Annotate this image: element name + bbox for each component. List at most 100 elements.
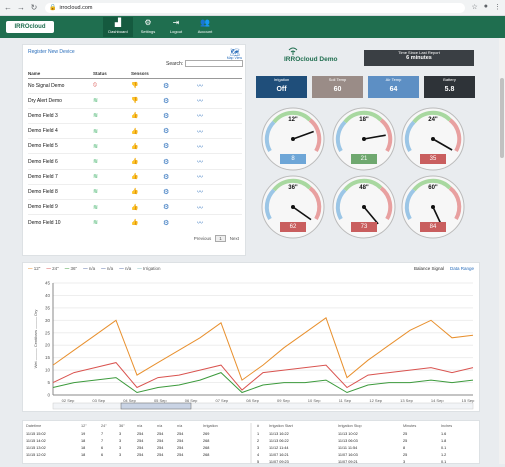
- col-name[interactable]: Name: [28, 69, 93, 79]
- chart-icon[interactable]: 〰: [197, 175, 204, 182]
- gear-icon[interactable]: ⚙: [163, 204, 170, 212]
- profile-icon[interactable]: ●: [483, 3, 488, 10]
- chart-cell[interactable]: 〰: [197, 107, 242, 124]
- next-button[interactable]: Next: [229, 236, 239, 241]
- range-navigator[interactable]: [52, 402, 474, 410]
- device-row[interactable]: Demo Field 7 ≋ 👍 ⚙ 〰: [28, 168, 242, 185]
- x-tick-label: 04 Sep: [123, 398, 136, 403]
- settings-cell[interactable]: ⚙: [163, 138, 197, 154]
- device-row[interactable]: No Signal Demo ⦸ 👎 ⚙ 〰: [28, 77, 242, 94]
- gear-icon[interactable]: ⚙: [163, 173, 170, 181]
- chart-icon[interactable]: 〰: [197, 144, 204, 151]
- chart-cell[interactable]: 〰: [197, 123, 242, 139]
- nav-account[interactable]: 👥 Account: [190, 17, 220, 37]
- legend-item[interactable]: — Irrigation: [137, 266, 160, 271]
- back-icon[interactable]: ←: [4, 2, 12, 12]
- settings-cell[interactable]: ⚙: [163, 153, 197, 170]
- thumbs-up-icon: 👍: [131, 113, 139, 120]
- chart-cell[interactable]: 〰: [197, 153, 242, 170]
- search-input[interactable]: [185, 60, 243, 67]
- data-range-link[interactable]: Data Range: [449, 266, 474, 271]
- chart-icon[interactable]: 〰: [197, 99, 204, 106]
- chart-cell[interactable]: 〰: [197, 168, 242, 185]
- chart-icon[interactable]: 〰: [197, 190, 204, 197]
- chart-icon[interactable]: 〰: [197, 84, 204, 91]
- forward-icon[interactable]: →: [17, 2, 25, 12]
- chart-cell[interactable]: 〰: [197, 183, 242, 200]
- device-name[interactable]: Demo Field 5: [28, 138, 93, 154]
- settings-cell[interactable]: ⚙: [163, 183, 197, 200]
- legend-item[interactable]: — 24": [46, 266, 58, 271]
- chart-cell[interactable]: 〰: [197, 77, 242, 94]
- settings-cell[interactable]: ⚙: [163, 107, 197, 124]
- device-name[interactable]: Demo Field 9: [28, 198, 93, 215]
- chart-cell[interactable]: 〰: [197, 214, 242, 230]
- device-row[interactable]: Dry Alert Demo ≋ 👎 ⚙ 〰: [28, 92, 242, 109]
- legend-item[interactable]: — 36": [65, 266, 77, 271]
- legend-item[interactable]: — 12": [28, 266, 40, 271]
- legend-item[interactable]: — n/a: [119, 266, 131, 271]
- nav-dashboard[interactable]: ▟ Dashboard: [103, 17, 133, 37]
- device-name[interactable]: Demo Field 8: [28, 183, 93, 200]
- chart-cell[interactable]: 〰: [197, 92, 242, 109]
- scrollbar-thumb[interactable]: [500, 78, 504, 158]
- device-name[interactable]: Demo Field 4: [28, 123, 93, 139]
- page-scrollbar[interactable]: [499, 38, 505, 464]
- settings-cell[interactable]: ⚙: [163, 77, 197, 94]
- page-button[interactable]: 1: [215, 235, 226, 242]
- device-name[interactable]: Demo Field 7: [28, 168, 93, 185]
- device-name[interactable]: Dry Alert Demo: [28, 92, 93, 109]
- gear-icon[interactable]: ⚙: [163, 82, 170, 90]
- gear-icon[interactable]: ⚙: [163, 188, 170, 196]
- gear-icon[interactable]: ⚙: [163, 112, 170, 120]
- gear-icon[interactable]: ⚙: [163, 97, 170, 105]
- table-cell: 254: [177, 432, 183, 436]
- device-row[interactable]: Demo Field 3 ≋ 👍 ⚙ 〰: [28, 107, 242, 124]
- device-name[interactable]: No Signal Demo: [28, 77, 93, 94]
- col-sensors[interactable]: Sensors: [131, 69, 163, 79]
- legend-item[interactable]: — n/a: [101, 266, 113, 271]
- nav-settings[interactable]: ⚙ Settings: [133, 17, 163, 37]
- prev-button[interactable]: Previous: [193, 236, 212, 241]
- chart-cell[interactable]: 〰: [197, 198, 242, 215]
- settings-cell[interactable]: ⚙: [163, 198, 197, 215]
- legend-item[interactable]: — n/a: [83, 266, 95, 271]
- device-row[interactable]: Demo Field 9 ≋ 👍 ⚙ 〰: [28, 198, 242, 215]
- settings-cell[interactable]: ⚙: [163, 168, 197, 185]
- device-row[interactable]: Demo Field 6 ≋ 👍 ⚙ 〰: [28, 153, 242, 170]
- device-name[interactable]: Demo Field 3: [28, 107, 93, 124]
- map-view-label[interactable]: Map View: [226, 56, 242, 60]
- map-icon[interactable]: 🗺: [229, 48, 240, 57]
- gear-icon[interactable]: ⚙: [163, 128, 170, 136]
- register-device-link[interactable]: Register New Device: [28, 49, 75, 55]
- settings-cell[interactable]: ⚙: [163, 214, 197, 230]
- col-status[interactable]: Status: [93, 69, 131, 79]
- device-name[interactable]: Demo Field 10: [28, 214, 93, 230]
- gear-icon[interactable]: ⚙: [163, 143, 170, 151]
- chart-icon[interactable]: 〰: [197, 129, 204, 136]
- table-cell: 6: [101, 446, 103, 450]
- reload-icon[interactable]: ↻: [30, 2, 38, 12]
- menu-icon[interactable]: ⋮: [494, 4, 501, 11]
- balance-signal-link[interactable]: Balance Signal: [413, 266, 444, 271]
- settings-cell[interactable]: ⚙: [163, 123, 197, 139]
- device-row[interactable]: Demo Field 10 ≋ 👍 ⚙ 〰: [28, 214, 242, 230]
- chart-icon[interactable]: 〰: [197, 205, 204, 212]
- address-bar[interactable]: 🔒 irrocloud.com: [45, 2, 465, 13]
- chart-icon[interactable]: 〰: [197, 160, 204, 167]
- device-name[interactable]: Demo Field 6: [28, 153, 93, 170]
- gear-icon[interactable]: ⚙: [163, 219, 170, 227]
- nav-logout[interactable]: ⇥ Logout: [161, 17, 191, 37]
- device-row[interactable]: Demo Field 8 ≋ 👍 ⚙ 〰: [28, 183, 242, 200]
- range-selector[interactable]: [120, 402, 192, 410]
- chart-icon[interactable]: 〰: [197, 114, 204, 121]
- settings-cell[interactable]: ⚙: [163, 92, 197, 109]
- device-row[interactable]: Demo Field 4 ≋ 👍 ⚙ 〰: [28, 123, 242, 139]
- device-row[interactable]: Demo Field 5 ≋ 👍 ⚙ 〰: [28, 138, 242, 154]
- gear-icon[interactable]: ⚙: [163, 158, 170, 166]
- chart-legend: — 12" — 24" — 36" — n/a — n/a — n/a — Irrigati…: [28, 266, 161, 271]
- dashboard-icon: ▟: [114, 18, 122, 27]
- chart-icon[interactable]: 〰: [197, 221, 204, 228]
- star-icon[interactable]: ☆: [471, 4, 478, 11]
- chart-cell[interactable]: 〰: [197, 138, 242, 154]
